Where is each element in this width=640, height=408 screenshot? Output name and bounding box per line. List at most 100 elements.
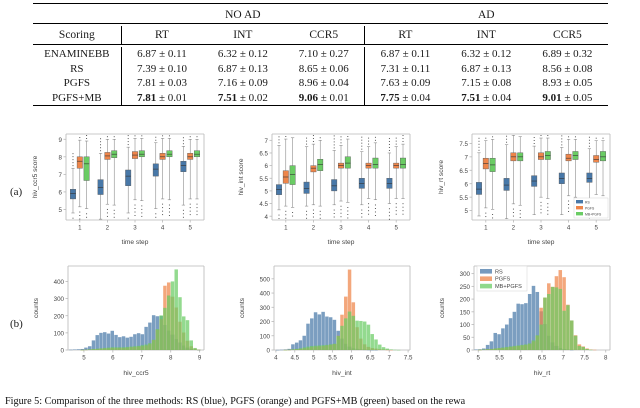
column-header-noad-ccr5: CCR5 <box>309 29 339 41</box>
boxplot-hiv-ccr5: 5 6 7 8 9 hiv_ccr5 score 1 2 3 4 5 time step <box>28 128 210 246</box>
cell-pm: ± 0.08 <box>564 62 593 75</box>
svg-text:0: 0 <box>267 348 271 355</box>
cell: 6.32 ± 0.12 <box>202 47 283 62</box>
cell-mean: 7.81 <box>136 92 157 105</box>
table-bottom-rule <box>33 105 608 109</box>
cell-pm: ± 0.13 <box>239 62 268 75</box>
cell-pm: ± 0.02 <box>239 92 268 105</box>
column-header-ad-rt: RT <box>364 26 446 45</box>
svg-text:RS: RS <box>585 200 590 204</box>
cell: 7.51 ± 0.02 <box>202 91 283 106</box>
cell-pm: ± 0.27 <box>320 48 349 61</box>
cell-pm: ± 0.08 <box>483 77 512 90</box>
panel-label-b: (b) <box>10 318 23 330</box>
boxplot-hiv-rt: 5 5.5 6 6.5 7 7.5 hiv_rt score 1 2 3 4 5 time step RS… <box>434 128 616 246</box>
svg-text:time step: time step <box>528 239 555 246</box>
svg-text:9: 9 <box>198 355 202 362</box>
svg-text:7.5: 7.5 <box>580 355 589 362</box>
cell-pm: ± 0.10 <box>158 62 187 75</box>
svg-text:300: 300 <box>54 296 65 303</box>
cell-mean: 7.51 <box>217 92 238 105</box>
cell: 7.63 ± 0.09 <box>364 76 446 91</box>
table-row: RS 7.39 ± 0.10 6.87 ± 0.13 8.65 ± 0.06 7… <box>33 61 608 77</box>
svg-text:500: 500 <box>260 276 271 283</box>
cell: 9.01 ± 0.05 <box>527 91 608 106</box>
svg-text:200: 200 <box>460 297 471 304</box>
cell: 7.51 ± 0.04 <box>446 91 527 106</box>
panel-label-a: (a) <box>10 186 23 198</box>
svg-text:0: 0 <box>467 348 471 355</box>
column-header-scoring: Scoring <box>58 29 95 41</box>
cell-pm: ± 0.12 <box>483 48 512 61</box>
group-header-no-ad: NO AD <box>121 6 365 24</box>
svg-text:4: 4 <box>161 225 165 232</box>
cell-mean: 7.75 <box>380 92 400 105</box>
cell: 7.81 ± 0.01 <box>120 90 203 106</box>
svg-text:2: 2 <box>106 225 110 232</box>
svg-text:5.5: 5.5 <box>328 355 337 362</box>
svg-text:7: 7 <box>465 154 469 161</box>
cell-mean: 6.87 <box>380 48 400 61</box>
svg-text:9: 9 <box>59 137 63 144</box>
cell: 6.87 ± 0.11 <box>364 47 446 62</box>
cell-pm: ± 0.03 <box>158 77 187 90</box>
svg-text:3: 3 <box>339 225 343 232</box>
svg-text:4: 4 <box>567 225 571 232</box>
svg-text:5: 5 <box>312 355 316 362</box>
column-header-noad-int: INT <box>233 29 253 41</box>
cell-mean: 7.16 <box>217 77 238 90</box>
cell-pm: ± 0.09 <box>402 77 431 90</box>
cell-pm: ± 0.04 <box>402 92 431 105</box>
svg-text:5: 5 <box>82 355 86 362</box>
cell-mean: 7.15 <box>461 77 481 90</box>
svg-text:5: 5 <box>394 225 398 232</box>
cell-mean: 7.63 <box>380 77 400 90</box>
cell: 8.96 ± 0.04 <box>283 76 364 91</box>
cell-mean: 6.32 <box>461 48 481 61</box>
cell: 6.32 ± 0.12 <box>446 47 527 62</box>
svg-text:4: 4 <box>274 355 278 362</box>
cell-mean: 6.87 <box>137 48 157 61</box>
cell-pm: ± 0.01 <box>320 92 349 105</box>
results-table-wrapper: NO AD AD Scoring RT INT CCR5 RT INT CCR5… <box>33 3 608 109</box>
cell-mean: 8.93 <box>542 77 562 90</box>
svg-text:hiv_int: hiv_int <box>332 370 352 377</box>
svg-text:7: 7 <box>59 172 63 179</box>
boxplot-hiv-int: 4 4.5 5 5.5 6 6.5 7 hiv_int score 1 2 3 4 5 time step <box>234 128 416 246</box>
svg-text:6.5: 6.5 <box>538 355 547 362</box>
histogram-hiv-int: 0 100 200 300 400 500 counts 4 4.5 5 5.5 6 6.5 7 7.5 hi… <box>234 258 416 378</box>
histogram-hiv-rt: 0 50 100 150 200 250 300 counts 5 5.5 6 6.5 7 7.5 8 hiv… <box>434 258 616 378</box>
svg-text:hiv_rt: hiv_rt <box>534 370 551 377</box>
svg-text:counts: counts <box>439 297 446 318</box>
table-column-header-row: Scoring RT INT CCR5 RT INT CCR5 <box>33 26 608 45</box>
table-top-rule <box>33 3 608 6</box>
svg-text:1: 1 <box>484 225 488 232</box>
svg-text:6: 6 <box>350 355 354 362</box>
cell: 7.81 ± 0.03 <box>120 76 203 91</box>
svg-text:hiv_int score: hiv_int score <box>238 158 245 195</box>
svg-text:5: 5 <box>59 207 63 214</box>
svg-text:400: 400 <box>54 279 65 286</box>
cell: 6.87 ± 0.11 <box>120 47 203 62</box>
cell-pm: ± 0.09 <box>239 77 268 90</box>
row-label: PGFS+MB <box>52 92 102 105</box>
cell-mean: 7.10 <box>298 48 318 61</box>
svg-text:4: 4 <box>367 225 371 232</box>
cell-pm: ± 0.12 <box>239 48 268 61</box>
svg-text:1: 1 <box>284 225 288 232</box>
cell-pm: ± 0.05 <box>564 92 593 105</box>
svg-text:7: 7 <box>140 355 144 362</box>
svg-text:200: 200 <box>54 313 65 320</box>
svg-text:7.5: 7.5 <box>459 141 468 148</box>
histogram-hiv-ccr5: 0 100 200 300 400 counts 5 6 7 8 9 hiv_ccr5 <box>28 258 210 378</box>
group-header-blank <box>33 6 121 24</box>
svg-text:hiv_rt score: hiv_rt score <box>438 160 445 194</box>
svg-text:time step: time step <box>122 239 149 246</box>
svg-text:time step: time step <box>328 239 355 246</box>
cell: 8.93 ± 0.05 <box>527 76 608 91</box>
svg-text:300: 300 <box>460 271 471 278</box>
cell-mean: 9.06 <box>298 92 318 105</box>
cell-mean: 8.56 <box>542 62 562 75</box>
svg-text:6: 6 <box>465 181 469 188</box>
svg-text:MB+PGFS: MB+PGFS <box>585 212 602 216</box>
